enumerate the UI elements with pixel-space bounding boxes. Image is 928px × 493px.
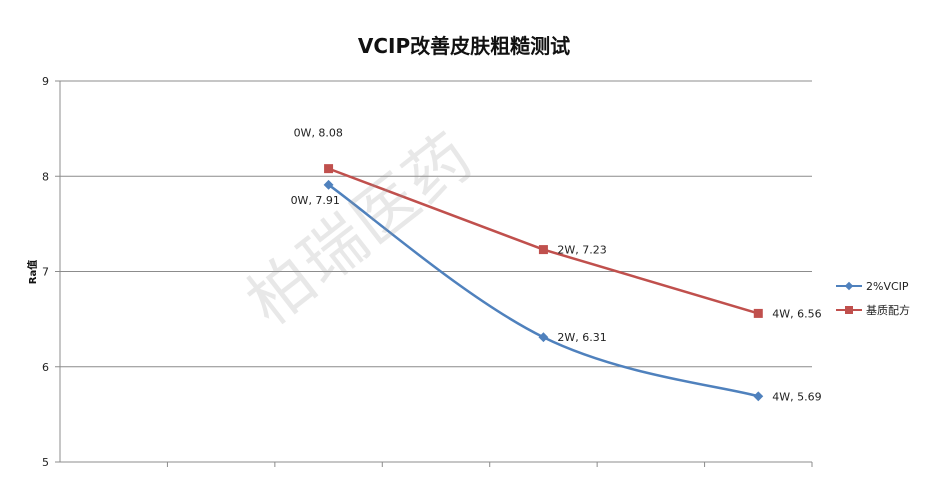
y-tick-label: 5 xyxy=(42,456,49,469)
legend-item-vcip: 2%VCIP xyxy=(836,274,910,298)
y-axis-label: Ra值 xyxy=(26,260,39,284)
data-label: 0W, 7.91 xyxy=(291,194,340,207)
y-tick-label: 8 xyxy=(42,170,49,183)
data-point-diamond xyxy=(753,391,764,402)
y-tick-label: 7 xyxy=(42,266,49,279)
data-label: 4W, 5.69 xyxy=(772,390,821,403)
data-point-square xyxy=(753,308,763,318)
y-tick-label: 6 xyxy=(42,361,49,374)
data-label: 0W, 8.08 xyxy=(294,127,343,140)
data-label: 2W, 7.23 xyxy=(557,244,606,257)
data-point-square xyxy=(538,245,548,255)
legend-label-vcip: 2%VCIP xyxy=(866,279,909,293)
data-label: 2W, 6.31 xyxy=(557,331,606,344)
data-point-diamond xyxy=(538,332,549,343)
legend-swatch-vcip xyxy=(836,281,862,291)
data-point-diamond xyxy=(323,179,334,190)
chart-title: VCIP改善皮肤粗糙测试 xyxy=(357,34,571,58)
data-label: 4W, 6.56 xyxy=(772,307,821,320)
y-tick-label: 9 xyxy=(42,75,49,88)
data-point-square xyxy=(324,164,334,174)
legend-swatch-base xyxy=(836,305,862,315)
legend-item-base: 基质配方 xyxy=(836,298,910,322)
legend: 2%VCIP 基质配方 xyxy=(836,274,910,322)
legend-label-base: 基质配方 xyxy=(866,304,910,317)
